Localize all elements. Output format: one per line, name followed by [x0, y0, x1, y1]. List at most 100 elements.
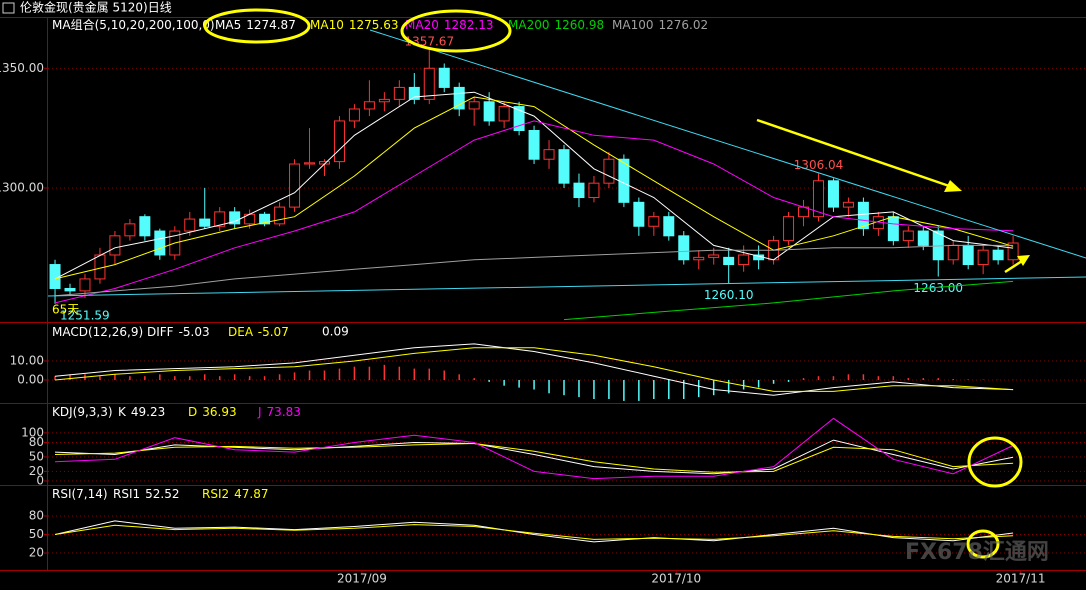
candle-body	[229, 211, 241, 225]
legend-entry: DEA -5.07	[228, 325, 289, 339]
candle-body	[423, 67, 435, 100]
candle-body	[902, 230, 914, 242]
y-tick-label: 80	[29, 435, 44, 449]
plot: 1350.001300.00MA组合(5,10,20,200,100,0)135…	[0, 17, 1086, 586]
series-line	[54, 91, 1014, 280]
legend-value: -5.03	[179, 325, 210, 339]
legend-name: RSI2	[202, 487, 229, 501]
y-tick-label: 0.00	[17, 372, 44, 386]
frame	[0, 17, 1086, 571]
candle-body	[289, 163, 301, 208]
panel-header: MACD(12,26,9)	[52, 325, 143, 339]
panel-header: KDJ(9,3,3)	[52, 405, 113, 419]
candle-body	[109, 235, 121, 256]
candle-body	[812, 180, 824, 218]
candle-body	[154, 230, 166, 256]
candle-body	[827, 180, 839, 208]
macd-value: 0.09	[322, 325, 349, 339]
candle-body	[708, 254, 720, 258]
legend-name: MA20	[405, 18, 439, 32]
series-line	[54, 442, 1014, 473]
candle-body	[333, 120, 345, 163]
panel-title: KDJ(9,3,3)	[52, 405, 113, 419]
y-tick-label: 20	[29, 546, 44, 560]
series-line	[563, 280, 1014, 321]
legend-name: RSI1	[113, 487, 140, 501]
candle-body	[543, 149, 555, 160]
candle-body	[618, 158, 630, 203]
y-tick-label: 50	[29, 449, 44, 463]
legend-value: 47.87	[234, 487, 268, 501]
note: 65天	[52, 303, 79, 317]
candle-body	[513, 106, 525, 132]
series-line	[54, 343, 1014, 396]
legend-entry: K 49.23	[118, 405, 165, 419]
series-line	[54, 96, 1014, 280]
candle-body	[214, 211, 226, 227]
candle-body	[498, 106, 510, 122]
candle-body	[79, 278, 91, 292]
chart-title: 伦敦金现(贵金属 5120)日线	[20, 0, 172, 15]
legend-value: 1274.87	[246, 18, 296, 32]
legend-value: 1260.98	[554, 18, 604, 32]
legend-name: MA100	[612, 18, 653, 32]
legend-entry: J 73.83	[257, 405, 301, 419]
candle-body	[887, 216, 899, 242]
legend-entry: RSI2 47.87	[202, 487, 269, 501]
candle-body	[603, 158, 615, 184]
legend-name: MA10	[310, 18, 344, 32]
legend-value: 52.52	[145, 487, 179, 501]
legend-name: MA5	[215, 18, 241, 32]
legend-entry: MA20 1282.13	[405, 18, 493, 32]
candle-body	[528, 130, 540, 160]
candle-body	[304, 162, 316, 165]
price-annotation: 1260.10	[704, 288, 754, 302]
price-annotation: 1306.04	[794, 158, 844, 172]
legend-entry: MA5 1274.87	[215, 18, 296, 32]
candle-body	[857, 201, 869, 230]
candle-body	[648, 216, 660, 227]
candle-body	[693, 256, 705, 261]
series-line	[54, 524, 1014, 540]
legend-name: D	[188, 405, 197, 419]
highlight-ellipse	[203, 8, 311, 44]
candle-body	[184, 218, 196, 232]
candle-body	[124, 223, 136, 237]
candle-body	[558, 149, 570, 184]
legend-name: DIFF	[147, 325, 174, 339]
legend-name: MA200	[508, 18, 549, 32]
legend-entry: RSI1 52.52	[113, 487, 180, 501]
annotations-drawn	[47, 8, 1086, 559]
candle-body	[738, 254, 750, 266]
legend-value: 1282.13	[444, 18, 494, 32]
y-tick-label: 10.00	[10, 353, 44, 367]
legend-entry: MA200 1260.98	[508, 18, 604, 32]
y-tick-label: 80	[29, 508, 44, 522]
candle-body	[678, 235, 690, 261]
x-tick-label: 2017/11	[996, 572, 1046, 586]
highlight-ellipse	[966, 529, 1000, 559]
candle-body	[259, 213, 271, 225]
price-annotation: 1263.00	[913, 281, 963, 295]
legend-value: 36.93	[202, 405, 236, 419]
legend-name: J	[257, 405, 262, 419]
legend-entry: MA10 1275.63	[310, 18, 398, 32]
candle-body	[977, 249, 989, 266]
highlight-ellipse	[400, 9, 512, 53]
y-tick-label: 1300.00	[0, 180, 44, 194]
candle-body	[408, 86, 420, 100]
legend-value: 1275.63	[349, 18, 399, 32]
arrow	[756, 118, 956, 190]
candle-body	[363, 101, 375, 110]
series-line	[54, 520, 1014, 543]
legend-entry: DIFF -5.03	[147, 325, 210, 339]
legend-name: DEA	[228, 325, 254, 339]
y-tick-label: 50	[29, 527, 44, 541]
panel-title: RSI(7,14)	[52, 487, 108, 501]
candle-body	[588, 182, 600, 199]
legend-value: 49.23	[131, 405, 165, 419]
panel-title: MACD(12,26,9)	[52, 325, 143, 339]
series-line	[54, 347, 1014, 392]
